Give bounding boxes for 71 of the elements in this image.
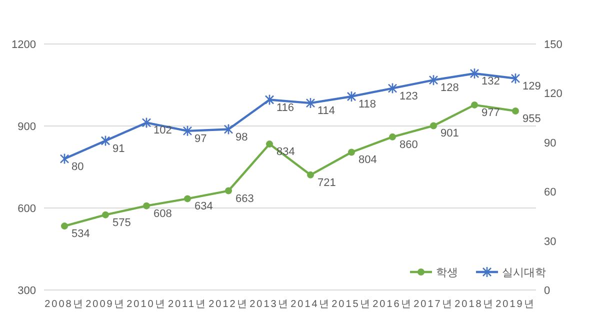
y2-tick-label: 60 <box>544 186 556 199</box>
point <box>428 74 438 86</box>
point <box>307 171 314 178</box>
x-tick-label: 2011년 <box>168 299 208 310</box>
data-label: 132 <box>482 76 500 88</box>
point <box>471 101 478 108</box>
data-label: 98 <box>236 131 248 144</box>
data-label: 102 <box>154 124 172 137</box>
x-tick-label: 2017년 <box>414 299 454 310</box>
x-tick-label: 2016년 <box>372 299 412 310</box>
point <box>306 97 316 109</box>
legend-label: 학생 <box>436 267 458 279</box>
data-label: 575 <box>112 216 131 229</box>
data-label: 80 <box>72 160 84 173</box>
y-tick-label: 900 <box>18 121 36 133</box>
point <box>510 72 520 84</box>
data-label: 128 <box>440 82 459 94</box>
y-tick-label: 600 <box>18 203 36 215</box>
x-tick-label: 2019년 <box>496 299 536 310</box>
point <box>61 222 68 230</box>
point <box>100 135 110 146</box>
data-label: 97 <box>194 132 207 145</box>
data-label: 721 <box>318 176 336 189</box>
data-label: 608 <box>154 208 172 220</box>
y2-tick-label: 30 <box>544 236 556 248</box>
point <box>266 140 273 148</box>
point <box>60 153 70 164</box>
y2-tick-label: 150 <box>544 39 562 51</box>
data-label: 116 <box>276 102 294 114</box>
data-label: 663 <box>236 192 254 205</box>
data-label: 129 <box>522 80 541 92</box>
x-tick-label: 2013년 <box>250 299 290 310</box>
data-label: 901 <box>440 128 459 140</box>
point <box>184 195 191 202</box>
data-label: 860 <box>400 138 418 151</box>
point <box>142 117 152 128</box>
x-tick-label: 2018년 <box>454 299 494 310</box>
x-tick-label: 2009년 <box>86 299 126 310</box>
point <box>143 202 150 210</box>
data-label: 118 <box>358 98 376 110</box>
x-tick-label: 2014년 <box>290 299 330 310</box>
point <box>388 82 398 94</box>
x-tick-label: 2008년 <box>44 299 84 310</box>
point <box>225 187 232 194</box>
data-label: 804 <box>358 154 377 166</box>
point <box>430 122 437 130</box>
y2-tick-label: 0 <box>544 285 550 297</box>
point <box>389 133 396 140</box>
y-tick-label: 300 <box>18 285 36 297</box>
data-label: 534 <box>72 228 90 240</box>
data-label: 91 <box>112 142 125 155</box>
data-label: 123 <box>400 90 418 102</box>
data-label: 977 <box>482 106 500 119</box>
point <box>182 125 192 137</box>
y2-tick-label: 90 <box>544 137 556 150</box>
y2-tick-label: 120 <box>544 88 562 100</box>
x-tick-label: 2010년 <box>126 299 166 310</box>
y-tick-label: 1200 <box>12 39 36 51</box>
point <box>470 68 480 80</box>
point <box>102 211 109 218</box>
data-label: 634 <box>194 200 213 213</box>
point <box>224 124 234 135</box>
x-tick-label: 2015년 <box>332 299 372 310</box>
data-label: 955 <box>522 112 541 125</box>
data-label: 114 <box>318 105 336 118</box>
point <box>512 107 519 114</box>
point <box>348 148 355 156</box>
point <box>264 94 274 106</box>
point <box>346 90 356 102</box>
legend-label: 실시대학 <box>502 267 546 279</box>
x-tick-label: 2012년 <box>208 299 248 310</box>
